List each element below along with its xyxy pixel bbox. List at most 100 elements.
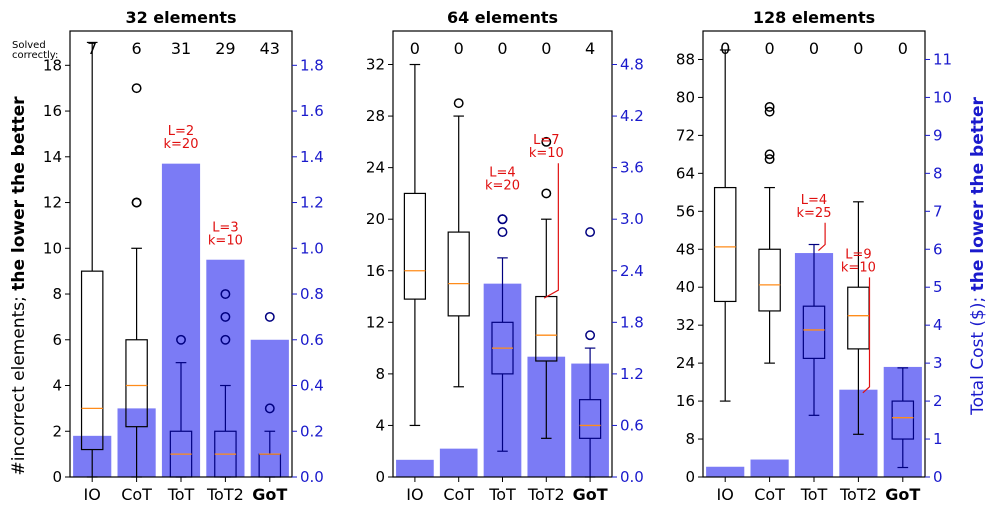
annotation-leader-line: [818, 223, 825, 251]
right-tick-label: 8: [933, 164, 943, 182]
left-tick-label: 12: [366, 313, 385, 331]
right-tick-label: 6: [933, 240, 943, 258]
parameter-annotation: L=2k=20: [164, 124, 199, 152]
right-tick-label: 2.4: [620, 262, 644, 280]
boxplot-io: [404, 65, 425, 426]
right-tick-label: 4.8: [620, 56, 644, 74]
outlier-point: [498, 228, 506, 236]
solved-count: 0: [454, 39, 464, 58]
right-tick-label: 1.6: [300, 102, 324, 120]
outlier-point: [586, 228, 594, 236]
solved-count: 6: [132, 39, 142, 58]
left-tick-label: 24: [676, 354, 695, 372]
cost-bar-io: [706, 467, 744, 477]
right-tick-label: 11: [933, 50, 952, 68]
left-tick-label: 40: [676, 278, 695, 296]
right-tick-label: 7: [933, 202, 943, 220]
cost-bar-got: [251, 340, 289, 477]
right-tick-label: 1.0: [300, 239, 324, 257]
right-tick-label: 1.8: [300, 56, 324, 74]
right-tick-label: 1.2: [300, 194, 324, 212]
solved-count: 29: [215, 39, 235, 58]
panel-3: 128 elements0816243240485664728088012345…: [676, 8, 952, 504]
solved-count: 0: [765, 39, 775, 58]
right-y-axis-label: Total Cost ($); the lower the better: [968, 96, 988, 415]
right-tick-label: 0.6: [620, 416, 644, 434]
cost-bar-cot: [440, 449, 478, 477]
left-tick-label: 10: [43, 239, 62, 257]
parameter-annotation: L=4k=25: [797, 193, 832, 251]
left-tick-label: 64: [676, 164, 695, 182]
panel-1: 32 elements0246810121416180.00.20.40.60.…: [43, 8, 324, 504]
left-tick-label: 32: [676, 316, 695, 334]
panels: 32 elements0246810121416180.00.20.40.60.…: [43, 8, 952, 504]
left-tick-label: 48: [676, 240, 695, 258]
category-label-io: IO: [406, 485, 423, 504]
parameter-annotation: L=4k=20: [485, 165, 520, 193]
annotation-text: k=10: [841, 260, 876, 275]
solved-count: 7: [87, 39, 97, 58]
solved-count: 0: [853, 39, 863, 58]
solved-count: 0: [720, 39, 730, 58]
left-tick-label: 32: [366, 56, 385, 74]
box: [848, 287, 869, 349]
left-tick-label: 20: [366, 210, 385, 228]
right-tick-label: 4: [933, 316, 943, 334]
cost-bar-tot2: [206, 260, 244, 477]
category-label-got: GoT: [885, 485, 920, 504]
left-tick-label: 8: [375, 365, 385, 383]
left-tick-label: 72: [676, 126, 695, 144]
outlier-point: [498, 215, 506, 223]
boxplot-cot: [448, 99, 469, 387]
category-label-tot: ToT: [800, 485, 828, 504]
left-tick-label: 24: [366, 159, 385, 177]
category-label-cot: CoT: [121, 485, 152, 504]
right-tick-label: 0.2: [300, 422, 324, 440]
category-label-tot: ToT: [488, 485, 516, 504]
cost-bar-io: [396, 460, 434, 477]
right-tick-label: 5: [933, 278, 943, 296]
boxplot-cot: [759, 103, 780, 363]
boxplot-io: [82, 42, 103, 477]
panel-title: 128 elements: [753, 8, 875, 27]
annotation-text: k=10: [529, 146, 564, 161]
box: [715, 188, 736, 302]
right-tick-label: 0: [933, 468, 943, 486]
solved-count: 4: [585, 39, 595, 58]
right-tick-label: 4.2: [620, 107, 644, 125]
category-label-got: GoT: [573, 485, 608, 504]
annotation-text: k=20: [164, 137, 199, 152]
right-tick-label: 1.4: [300, 148, 324, 166]
outlier-point: [542, 189, 550, 197]
left-tick-label: 56: [676, 202, 695, 220]
right-tick-label: 1.8: [620, 313, 644, 331]
box: [759, 249, 780, 311]
outlier-point: [266, 313, 274, 321]
solved-count: 0: [410, 39, 420, 58]
right-tick-label: 9: [933, 126, 943, 144]
left-tick-label: 28: [366, 107, 385, 125]
right-tick-label: 0.0: [620, 468, 644, 486]
left-tick-label: 80: [676, 88, 695, 106]
solved-count: 0: [898, 39, 908, 58]
panel-title: 32 elements: [125, 8, 236, 27]
solved-label-line2: correctly:: [12, 50, 58, 61]
right-tick-label: 0.8: [300, 285, 324, 303]
left-tick-label: 8: [52, 285, 62, 303]
category-label-io: IO: [717, 485, 734, 504]
category-label-got: GoT: [252, 485, 287, 504]
right-tick-label: 0.0: [300, 468, 324, 486]
category-label-io: IO: [84, 485, 101, 504]
left-tick-label: 88: [676, 50, 695, 68]
category-label-tot2: ToT2: [527, 485, 565, 504]
category-label-tot2: ToT2: [206, 485, 244, 504]
right-tick-label: 1.2: [620, 365, 644, 383]
cost-bar-cot: [751, 460, 789, 477]
category-label-cot: CoT: [443, 485, 474, 504]
boxplot-io: [715, 50, 736, 401]
category-label-tot2: ToT2: [839, 485, 877, 504]
left-y-axis-label: #incorrect elements; the lower the bette…: [9, 96, 29, 476]
outlier-point: [132, 84, 140, 92]
panel-title: 64 elements: [447, 8, 558, 27]
